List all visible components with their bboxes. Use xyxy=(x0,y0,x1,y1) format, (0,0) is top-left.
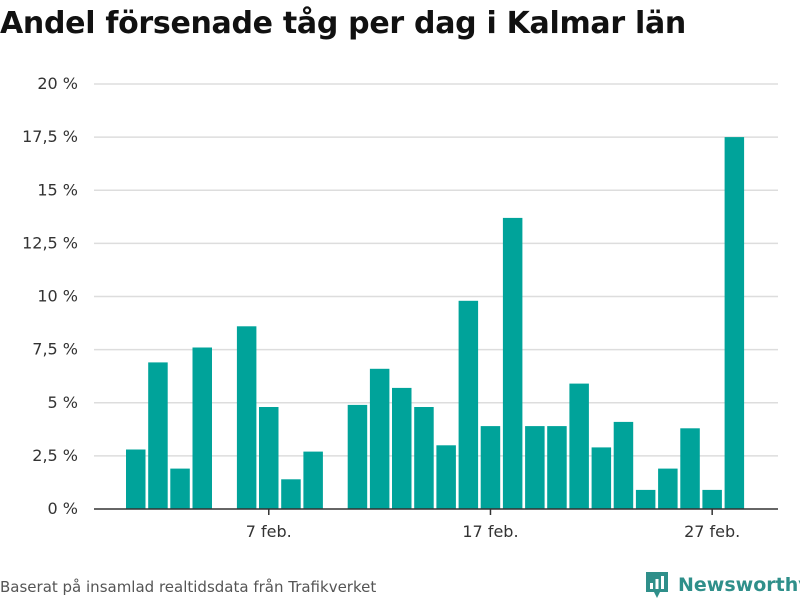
y-tick-label: 0 % xyxy=(48,499,78,518)
bar xyxy=(458,300,479,510)
x-tick-label: 17 feb. xyxy=(462,522,518,541)
bar xyxy=(281,479,301,510)
y-tick-label: 10 % xyxy=(37,287,78,306)
bar xyxy=(635,489,656,509)
bar xyxy=(126,449,146,509)
y-tick-label: 20 % xyxy=(37,74,78,93)
bar xyxy=(303,451,323,509)
bar xyxy=(369,368,390,510)
bar xyxy=(591,447,612,509)
bar xyxy=(702,489,722,509)
newsworthy-icon xyxy=(646,572,668,598)
bar xyxy=(680,428,700,510)
x-tick-label: 27 feb. xyxy=(684,522,740,541)
bar xyxy=(436,445,456,510)
bar xyxy=(236,326,257,510)
y-tick-label: 5 % xyxy=(48,393,78,412)
bar xyxy=(414,407,434,509)
y-tick-label: 2,5 % xyxy=(32,446,78,465)
brand-logo: Newsworthy xyxy=(644,570,800,600)
bar xyxy=(392,387,412,509)
bar xyxy=(347,404,368,509)
bar xyxy=(569,383,589,509)
bar xyxy=(547,426,567,509)
source-note: Baserat på insamlad realtidsdata från Tr… xyxy=(0,578,377,596)
bar xyxy=(502,217,523,509)
y-tick-label: 12,5 % xyxy=(22,233,78,252)
y-tick-label: 7,5 % xyxy=(32,340,78,359)
chart-title: Andel försenade tåg per dag i Kalmar län xyxy=(0,6,686,41)
bar xyxy=(480,426,501,509)
bar xyxy=(192,347,212,509)
y-tick-label: 17,5 % xyxy=(22,127,78,146)
x-tick-label: 7 feb. xyxy=(246,522,292,541)
bar xyxy=(148,362,168,509)
bar xyxy=(525,426,545,509)
bar xyxy=(170,468,190,509)
bar xyxy=(724,137,745,509)
bar xyxy=(259,407,279,509)
bar xyxy=(658,468,678,509)
brand-name: Newsworthy xyxy=(678,574,800,596)
y-tick-label: 15 % xyxy=(37,180,78,199)
bar xyxy=(613,421,634,509)
